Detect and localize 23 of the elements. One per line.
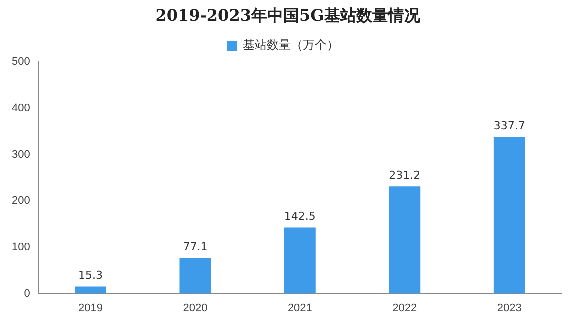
data-label: 15.3 — [78, 269, 103, 282]
bar — [180, 258, 212, 294]
x-tick-label: 2019 — [78, 302, 103, 314]
data-label: 231.2 — [389, 168, 421, 182]
data-label: 142.5 — [284, 210, 316, 224]
legend-label: 基站数量（万个） — [243, 38, 339, 52]
y-tick-label: 100 — [12, 241, 30, 254]
bar — [494, 137, 526, 294]
bar — [284, 228, 316, 294]
y-tick-label: 400 — [12, 102, 30, 114]
x-tick-label: 2020 — [183, 302, 208, 314]
x-tick-label: 2023 — [497, 302, 522, 314]
x-tick-label: 2022 — [392, 302, 418, 314]
data-label: 337.7 — [494, 120, 526, 133]
bar — [75, 286, 106, 294]
y-tick-label: 300 — [12, 148, 30, 161]
data-label: 77.1 — [183, 240, 208, 254]
y-tick-label: 0 — [24, 288, 30, 300]
y-tick-label: 500 — [12, 56, 30, 68]
bar — [389, 186, 421, 294]
x-tick-label: 2021 — [288, 302, 312, 314]
chart-title: 2019-2023年中国5G基站数量情况 — [154, 6, 422, 27]
y-tick-label: 200 — [12, 195, 30, 208]
